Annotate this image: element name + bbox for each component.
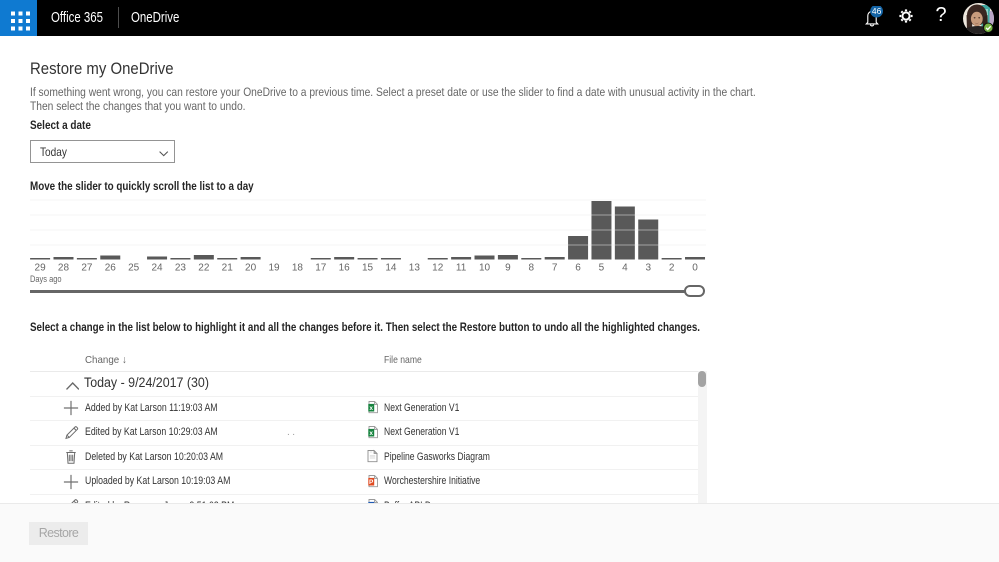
svg-text:2: 2 (669, 263, 675, 274)
svg-text:27: 27 (81, 263, 93, 274)
svg-text:10: 10 (479, 263, 491, 274)
svg-text:13: 13 (409, 263, 421, 274)
svg-text:15: 15 (362, 263, 374, 274)
svg-text:7: 7 (552, 263, 558, 274)
svg-text:8: 8 (529, 263, 535, 274)
svg-text:x: x (369, 430, 373, 437)
svg-text:29: 29 (35, 263, 47, 274)
svg-text:14: 14 (385, 263, 397, 274)
svg-text:0: 0 (692, 263, 698, 274)
svg-text:6: 6 (575, 263, 581, 274)
svg-text:24: 24 (151, 263, 163, 274)
svg-text:16: 16 (339, 263, 351, 274)
svg-text:4: 4 (622, 263, 628, 274)
svg-text:23: 23 (175, 263, 187, 274)
svg-text:17: 17 (315, 263, 327, 274)
svg-text:x: x (369, 405, 373, 412)
svg-text:22: 22 (198, 263, 210, 274)
svg-text:18: 18 (292, 263, 304, 274)
svg-text:28: 28 (58, 263, 70, 274)
svg-text:26: 26 (105, 263, 117, 274)
svg-text:11: 11 (456, 263, 467, 274)
svg-text:20: 20 (245, 263, 257, 274)
svg-text:12: 12 (432, 263, 444, 274)
svg-text:46: 46 (872, 6, 882, 16)
svg-text:P: P (369, 479, 374, 486)
svg-text:5: 5 (599, 263, 605, 274)
svg-text:19: 19 (268, 263, 280, 274)
svg-text:25: 25 (128, 263, 140, 274)
svg-text:21: 21 (222, 263, 234, 274)
svg-text:3: 3 (645, 263, 651, 274)
svg-text:9: 9 (505, 263, 511, 274)
